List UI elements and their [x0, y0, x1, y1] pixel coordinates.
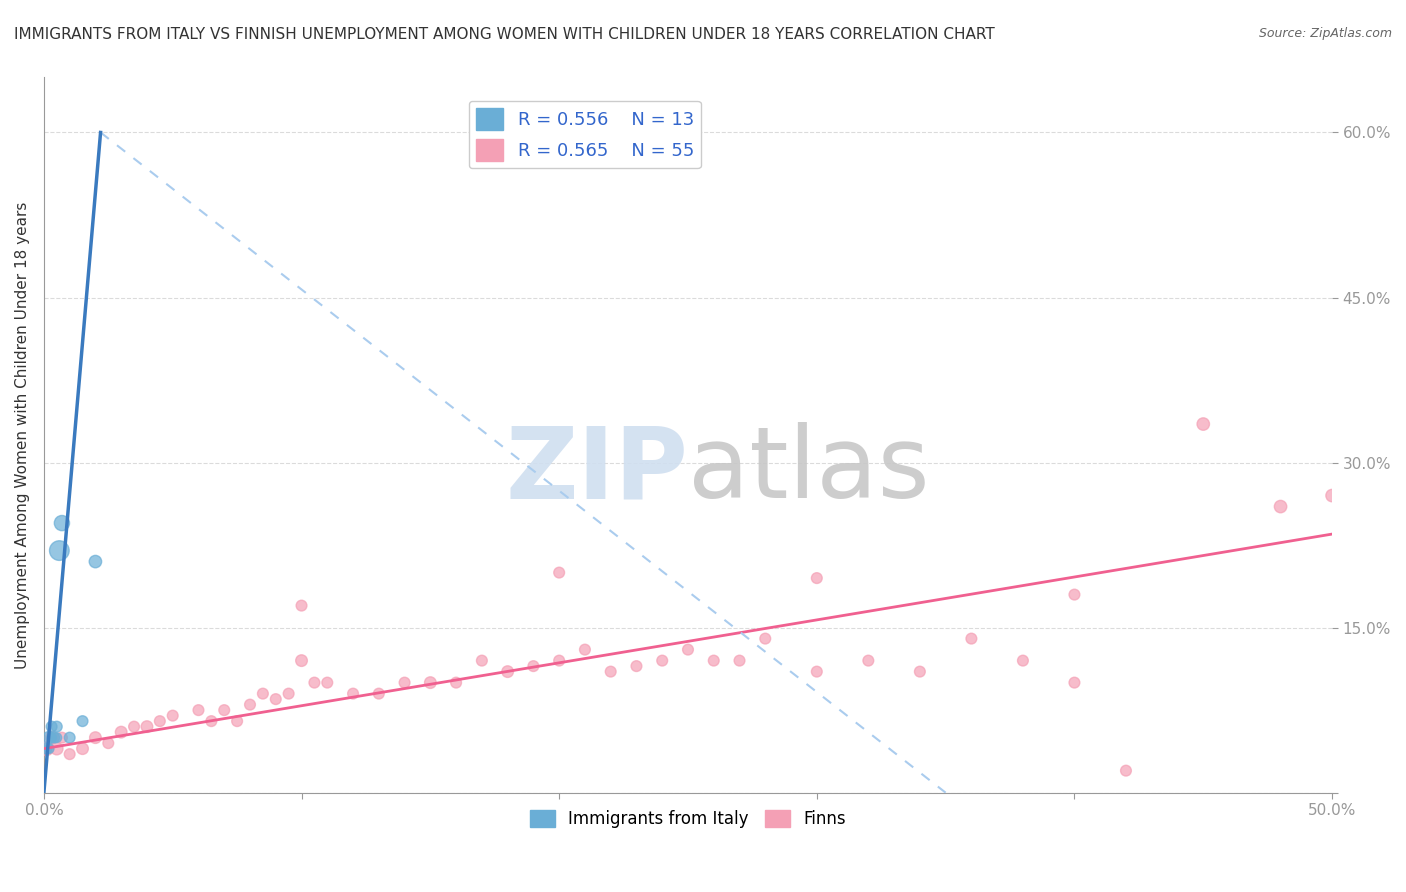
Point [676, 642, 699, 657]
Point [626, 659, 648, 673]
Point [41, 720, 63, 734]
Point [1063, 675, 1085, 690]
Point [38, 741, 60, 756]
Point [367, 687, 389, 701]
Point [471, 654, 494, 668]
Y-axis label: Unemployment Among Women with Children Under 18 years: Unemployment Among Women with Children U… [15, 202, 30, 669]
Point [548, 654, 571, 668]
Point [277, 687, 299, 701]
Point [45, 720, 67, 734]
Point [187, 703, 209, 717]
Point [290, 654, 312, 668]
Point [200, 714, 222, 728]
Point [342, 687, 364, 701]
Point [419, 675, 441, 690]
Point [59, 747, 82, 761]
Text: IMMIGRANTS FROM ITALY VS FINNISH UNEMPLOYMENT AMONG WOMEN WITH CHILDREN UNDER 18: IMMIGRANTS FROM ITALY VS FINNISH UNEMPLO… [14, 27, 995, 42]
Point [38, 731, 60, 745]
Point [97, 736, 120, 750]
Point [264, 692, 287, 706]
Point [574, 642, 596, 657]
Point [51, 516, 73, 530]
Point [149, 714, 172, 728]
Point [1270, 500, 1292, 514]
Point [651, 654, 673, 668]
Text: atlas: atlas [688, 422, 929, 519]
Point [290, 599, 312, 613]
Point [599, 665, 621, 679]
Point [212, 703, 235, 717]
Point [252, 687, 274, 701]
Point [110, 725, 132, 739]
Point [806, 571, 828, 585]
Point [316, 675, 339, 690]
Point [444, 675, 467, 690]
Text: Source: ZipAtlas.com: Source: ZipAtlas.com [1258, 27, 1392, 40]
Point [122, 720, 145, 734]
Point [59, 731, 82, 745]
Point [84, 731, 107, 745]
Point [728, 654, 751, 668]
Point [908, 665, 931, 679]
Point [162, 708, 184, 723]
Point [45, 731, 67, 745]
Point [394, 675, 416, 690]
Point [548, 566, 571, 580]
Point [522, 659, 544, 673]
Point [1012, 654, 1035, 668]
Legend: Immigrants from Italy, Finns: Immigrants from Italy, Finns [523, 803, 853, 834]
Point [858, 654, 880, 668]
Point [72, 741, 94, 756]
Point [41, 731, 63, 745]
Point [226, 714, 249, 728]
Point [754, 632, 776, 646]
Point [239, 698, 262, 712]
Point [1063, 588, 1085, 602]
Point [703, 654, 725, 668]
Point [48, 543, 70, 558]
Point [136, 720, 159, 734]
Point [496, 665, 519, 679]
Point [41, 731, 63, 745]
Point [1192, 417, 1215, 431]
Point [1115, 764, 1137, 778]
Point [35, 741, 58, 756]
Point [1320, 489, 1343, 503]
Point [960, 632, 983, 646]
Point [44, 731, 66, 745]
Point [35, 741, 58, 756]
Point [45, 741, 67, 756]
Text: ZIP: ZIP [505, 422, 688, 519]
Point [72, 714, 94, 728]
Point [304, 675, 326, 690]
Point [806, 665, 828, 679]
Point [84, 555, 107, 569]
Point [51, 731, 73, 745]
